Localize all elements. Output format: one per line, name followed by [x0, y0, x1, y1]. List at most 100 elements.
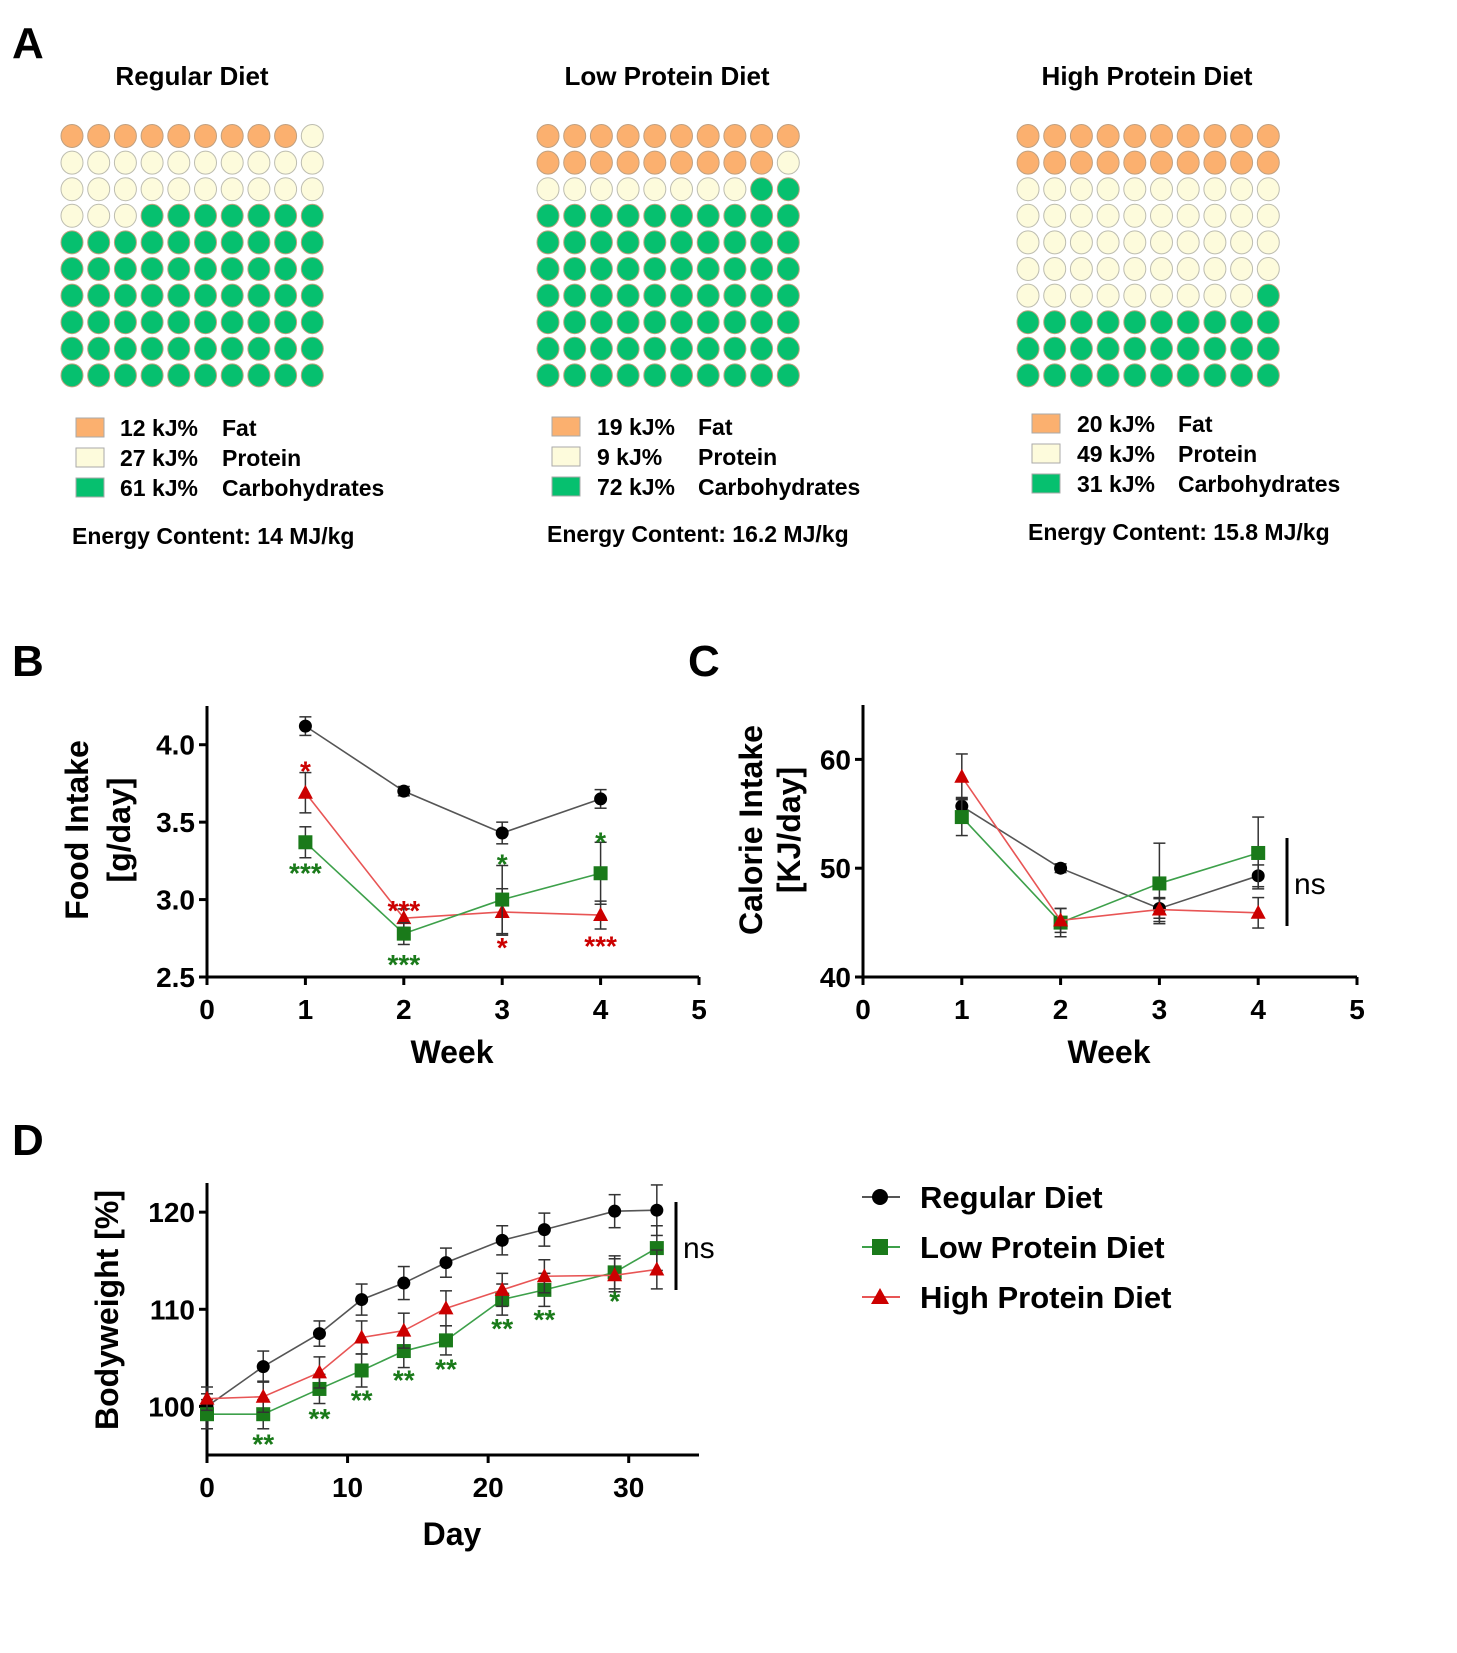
waffle-cell-carbohydrates [194, 203, 217, 228]
x-tick-label: 4 [1250, 994, 1266, 1025]
data-point-high [311, 1364, 327, 1379]
waffle-cell-carbohydrates [140, 336, 164, 361]
waffle-cell-carbohydrates [60, 336, 84, 361]
waffle-cell-carbohydrates [643, 336, 667, 361]
waffle-cell-protein [1230, 230, 1254, 255]
waffle-cell-carbohydrates [194, 283, 217, 308]
x-axis-label: Week [1067, 1034, 1150, 1070]
waffle-cell-carbohydrates [670, 363, 693, 388]
waffle-cell-fat [536, 150, 560, 175]
waffle-cell-protein [220, 150, 244, 175]
waffle-cell-fat [750, 150, 774, 175]
waffle-cell-carbohydrates [750, 203, 774, 228]
data-point-high [1250, 904, 1266, 919]
legend-value: 27 kJ% [120, 445, 198, 471]
waffle-cell-protein [194, 177, 217, 202]
waffle-cell-carbohydrates [247, 283, 271, 308]
waffle-cell-carbohydrates [220, 363, 244, 388]
waffle-cell-protein [1176, 257, 1200, 281]
waffle-cell-carbohydrates [274, 283, 298, 308]
panel-label: D [12, 1116, 44, 1165]
waffle-cell-fat [643, 124, 667, 148]
waffle-cell-carbohydrates [1069, 310, 1093, 335]
waffle-cell-carbohydrates [140, 283, 164, 308]
x-tick-label: 2 [1053, 994, 1069, 1025]
data-point-regular [594, 792, 608, 806]
waffle-cell-carbohydrates [1069, 336, 1093, 361]
waffle-cell-carbohydrates [140, 363, 164, 388]
waffle-cell-carbohydrates [1256, 336, 1280, 361]
waffle-cell-carbohydrates [140, 203, 164, 228]
series-line-regular [304, 725, 601, 834]
waffle-cell-carbohydrates [167, 336, 191, 361]
waffle-cell-protein [1043, 177, 1067, 202]
waffle-cell-protein [1016, 203, 1040, 228]
waffle-cell-fat [1096, 150, 1120, 175]
waffle-cell-protein [1043, 283, 1067, 308]
waffle-cell-carbohydrates [1123, 336, 1147, 361]
y-axis-label: [KJ/day] [771, 767, 807, 893]
data-point-high [396, 1322, 412, 1337]
waffle-cell-carbohydrates [1203, 363, 1227, 388]
waffle-cell-carbohydrates [563, 363, 587, 388]
waffle-cell-carbohydrates [247, 257, 271, 281]
waffle-cell-protein [1230, 283, 1254, 308]
waffle-cell-fat [536, 124, 560, 148]
waffle-cell-carbohydrates [1150, 310, 1173, 335]
waffle-cell-protein [643, 177, 667, 202]
data-point-low [396, 926, 411, 941]
waffle-cell-protein [1096, 257, 1120, 281]
waffle-cell-protein [1150, 230, 1173, 255]
waffle-cell-fat [60, 124, 84, 148]
waffle-cell-carbohydrates [536, 336, 560, 361]
waffle-cell-fat [723, 124, 747, 148]
waffle-cell-protein [1069, 203, 1093, 228]
waffle-cell-protein [1203, 230, 1227, 255]
significance-marker: ** [252, 1428, 274, 1459]
waffle-cell-carbohydrates [723, 230, 747, 255]
waffle-cell-fat [1176, 150, 1200, 175]
data-point-high [1151, 901, 1167, 916]
waffle-cell-carbohydrates [60, 310, 84, 335]
data-point-regular [397, 1276, 411, 1290]
waffle-cell-carbohydrates [1043, 310, 1067, 335]
waffle-grid [60, 124, 324, 388]
waffle-cell-protein [1203, 203, 1227, 228]
waffle-cell-carbohydrates [750, 283, 774, 308]
legend-marker-low [872, 1239, 888, 1255]
waffle-cell-carbohydrates [220, 230, 244, 255]
energy-content: Energy Content: 14 MJ/kg [72, 523, 354, 549]
waffle-cell-carbohydrates [696, 230, 720, 255]
waffle-cell-protein [1096, 203, 1120, 228]
waffle-cell-carbohydrates [616, 310, 640, 335]
data-point-high [593, 907, 609, 922]
series-line-high [304, 792, 601, 919]
waffle-cell-carbohydrates [696, 257, 720, 281]
data-point-low [298, 835, 313, 850]
waffle-cell-carbohydrates [536, 310, 560, 335]
data-point-regular [298, 719, 312, 733]
legend-label: Carbohydrates [222, 475, 384, 501]
waffle-cell-fat [1096, 124, 1120, 148]
waffle-cell-carbohydrates [1256, 363, 1280, 388]
series-line-regular [961, 805, 1259, 910]
waffle-cell-carbohydrates [220, 203, 244, 228]
waffle-cell-carbohydrates [300, 363, 324, 388]
waffle-cell-carbohydrates [589, 283, 613, 308]
waffle-cell-carbohydrates [563, 257, 587, 281]
waffle-cell-carbohydrates [723, 363, 747, 388]
waffle-cell-carbohydrates [750, 230, 774, 255]
waffle-cell-carbohydrates [220, 310, 244, 335]
waffle-cell-protein [536, 177, 560, 202]
data-point-low [256, 1407, 271, 1422]
waffle-cell-protein [1256, 257, 1280, 281]
significance-marker: * [609, 1286, 620, 1317]
waffle-cell-fat [670, 124, 693, 148]
waffle-cell-carbohydrates [643, 230, 667, 255]
waffle-cell-protein [1230, 177, 1254, 202]
waffle-cell-carbohydrates [87, 257, 111, 281]
waffle-cell-protein [300, 177, 324, 202]
waffle-cell-fat [1203, 124, 1227, 148]
x-tick-label: 10 [332, 1472, 363, 1503]
waffle-cell-carbohydrates [247, 310, 271, 335]
